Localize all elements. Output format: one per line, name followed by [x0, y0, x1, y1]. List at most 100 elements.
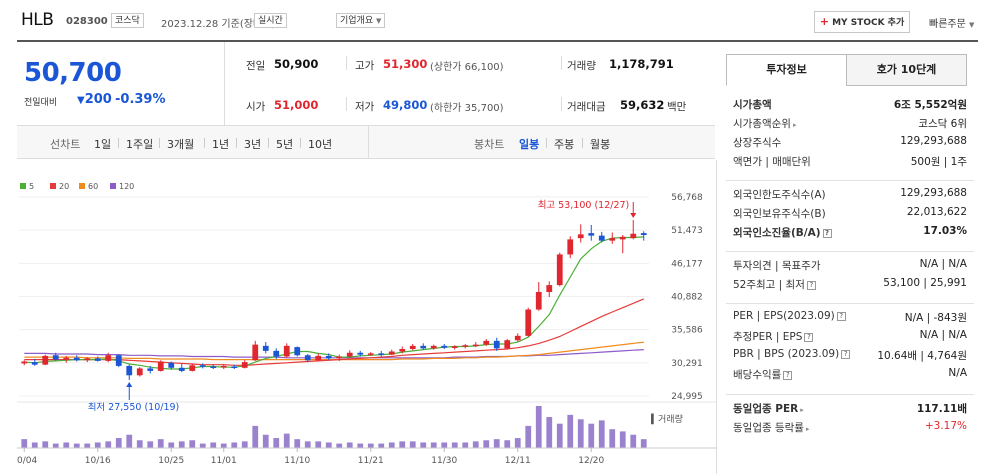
- info-row-value: 117.11배: [916, 403, 967, 415]
- help-icon[interactable]: ?: [804, 332, 814, 342]
- volume-bar: [325, 442, 332, 448]
- info-row-value: 129,293,688: [900, 187, 967, 199]
- candle-body: [252, 344, 259, 361]
- divider: [346, 97, 347, 111]
- legend-ma5: 5: [29, 182, 34, 191]
- add-mystock-button[interactable]: + MY STOCK 추가: [814, 11, 910, 33]
- tab-3y[interactable]: 3년: [244, 138, 262, 151]
- info-row-label: 52주최고 | 최저?: [733, 277, 816, 292]
- divider: [17, 125, 715, 126]
- volume-bar: [94, 442, 101, 448]
- quote-stats: 전일 50,900 고가 51,300 (상한가 66,100) 거래량 1,1…: [226, 42, 717, 126]
- volume-bar: [84, 443, 91, 448]
- change-label: 전일대비: [24, 98, 58, 108]
- candle-body: [21, 361, 28, 364]
- current-price: 50,700: [24, 58, 122, 88]
- x-tick-label: 11/01: [211, 456, 237, 466]
- volume-bar: [357, 443, 364, 448]
- tab-investment-info[interactable]: 투자정보: [726, 54, 847, 86]
- tab-10y[interactable]: 10년: [308, 138, 333, 151]
- candle-body: [430, 345, 437, 349]
- volume-bar: [273, 438, 280, 448]
- x-tick-label: 11/30: [431, 456, 457, 466]
- volume-bar: [241, 441, 248, 448]
- candle-body: [42, 355, 49, 365]
- y-tick-label: 56,768: [671, 193, 703, 203]
- candle-body: [136, 368, 143, 376]
- info-row-value: 10.64배 | 4,764원: [877, 350, 967, 362]
- tab-daily[interactable]: 일봉: [519, 138, 540, 151]
- volume-bar: [42, 441, 49, 448]
- tab-5y[interactable]: 5년: [276, 138, 294, 151]
- candle-body: [336, 356, 343, 359]
- help-icon[interactable]: ?: [806, 280, 816, 290]
- info-row: 동일업종 등락률 ▸ +3.17%: [733, 420, 967, 438]
- tab-1y[interactable]: 1년: [212, 138, 230, 151]
- realtime-button[interactable]: 실시간: [254, 13, 287, 28]
- amount-unit: 백만: [667, 101, 687, 113]
- tab-1w[interactable]: 1주일: [126, 138, 154, 151]
- market-badge: 코스닥: [111, 13, 144, 28]
- candlestick-chart: 5 20 60 120 ▍거래량 56,768 51,473 46,177 40,88…: [11, 182, 717, 466]
- tab-weekly[interactable]: 주봉: [554, 138, 575, 151]
- volume-bar: [189, 440, 196, 448]
- expand-icon[interactable]: ▸: [800, 406, 804, 414]
- legend-swatch-ma60: [79, 183, 85, 189]
- volume-bar: [294, 439, 301, 448]
- lower-limit: (하한가 35,700): [430, 103, 504, 114]
- help-icon[interactable]: ?: [783, 370, 793, 380]
- candle-body: [273, 350, 280, 357]
- volume-bar: [399, 441, 406, 448]
- candle-body: [304, 355, 311, 361]
- prev-close-label: 전일: [246, 60, 266, 72]
- open-value: 51,000: [274, 98, 319, 112]
- info-row: 외국인소진율(B/A)? 17.03%: [733, 225, 967, 243]
- candle-body: [472, 344, 479, 347]
- line-chart-label[interactable]: 선차트: [50, 138, 81, 151]
- x-tick-label: 10/25: [158, 456, 184, 466]
- tab-orderbook[interactable]: 호가 10단계: [846, 54, 967, 86]
- company-info-dropdown[interactable]: 기업개요 ▼: [336, 13, 386, 28]
- quick-order-button[interactable]: 빠른주문 ▼: [929, 15, 974, 30]
- divider: [159, 138, 160, 148]
- volume-bar: [640, 439, 647, 448]
- volume-bar: [178, 441, 185, 448]
- tab-monthly[interactable]: 월봉: [590, 138, 611, 151]
- help-icon[interactable]: ?: [836, 311, 846, 321]
- high-value: 51,300: [383, 57, 428, 71]
- stock-chart[interactable]: 5 20 60 120 ▍거래량 56,768 51,473 46,177 40,88…: [11, 160, 717, 474]
- quote-date: 2023.12.28 기준(장마감): [161, 19, 276, 30]
- info-row-value: 6조 5,552억원: [893, 99, 967, 111]
- info-row-value: N/A: [948, 367, 967, 379]
- candle-body: [367, 353, 374, 355]
- divider: [118, 138, 119, 148]
- info-row: PBR | BPS (2023.09)? 10.64배 | 4,764원: [733, 348, 967, 366]
- help-icon[interactable]: ?: [841, 349, 851, 359]
- help-icon[interactable]: ?: [822, 228, 832, 238]
- chart-tabs: 선차트 1일 1주일 3개월 1년 3년 5년 10년 봉차트 일봉 주봉 월봉: [17, 126, 715, 159]
- expand-icon[interactable]: ▸: [805, 425, 810, 433]
- candle-body: [126, 365, 133, 376]
- candle-chart-label[interactable]: 봉차트: [474, 138, 505, 151]
- expand-icon[interactable]: ▸: [792, 121, 797, 129]
- divider: [236, 138, 237, 148]
- tab-3m[interactable]: 3개월: [167, 138, 195, 151]
- tab-1d[interactable]: 1일: [94, 138, 112, 151]
- candle-body: [168, 362, 175, 368]
- low-annotation: 최저 27,550 (10/19): [88, 402, 180, 413]
- candle-body: [630, 233, 637, 239]
- volume-bar: [168, 442, 175, 448]
- volume-bar: [147, 441, 154, 448]
- chevron-down-icon: ▼: [969, 21, 975, 29]
- low-value: 49,800: [383, 98, 428, 112]
- volume-bar: [21, 439, 28, 448]
- volume-axis-label: ▍거래량: [650, 413, 683, 425]
- candle-body: [504, 340, 511, 349]
- investment-info-panel: 투자정보 호가 10단계 시가총액 6조 5,552억원 시가총액순위 ▸ 코스닥 6위…: [726, 54, 974, 474]
- info-row-value: N/A | -843원: [904, 312, 967, 324]
- volume-bar: [441, 442, 448, 448]
- volume-bar: [73, 443, 80, 448]
- candle-body: [231, 366, 238, 369]
- volume-bar: [388, 442, 395, 448]
- add-mystock-label: MY STOCK 추가: [832, 18, 905, 28]
